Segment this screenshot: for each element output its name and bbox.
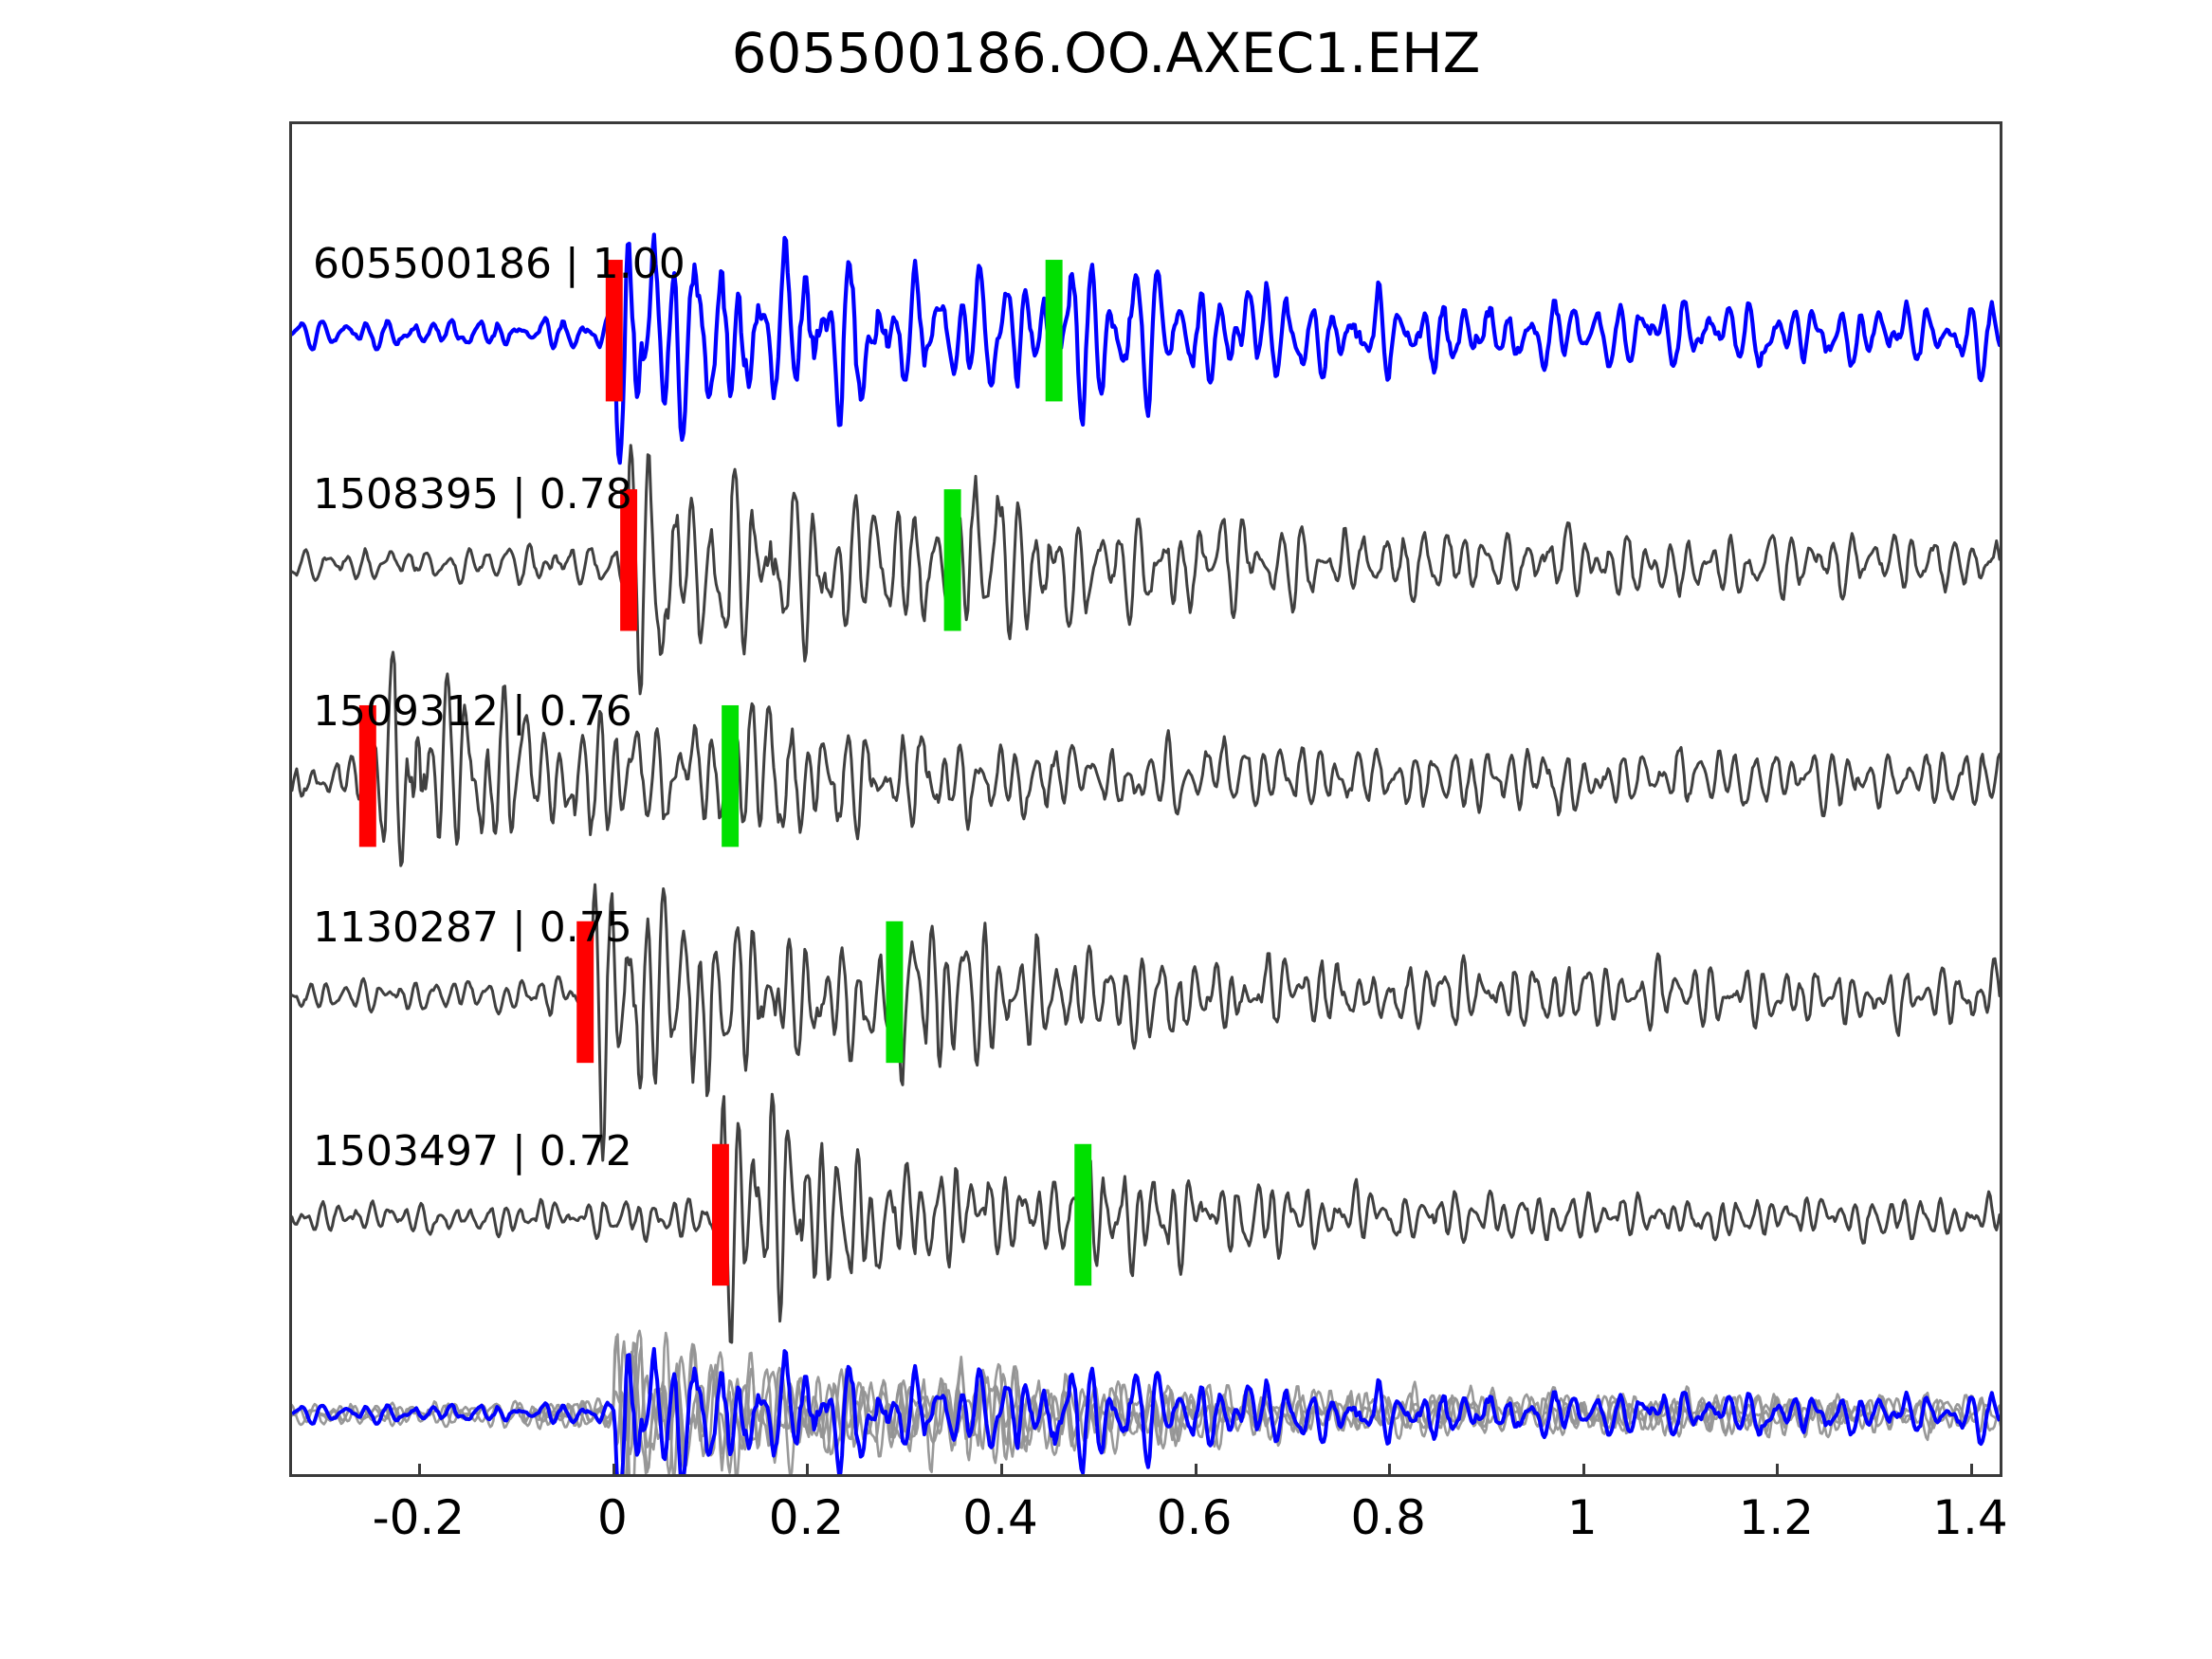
trace-label-1508395: 1508395 | 0.78 xyxy=(313,469,632,519)
x-tick-label: 0 xyxy=(597,1490,628,1545)
s-pick-marker xyxy=(886,921,904,1064)
plot-area: 605500186 | 1.00 1508395 | 0.78 1509312 | … xyxy=(289,121,2002,1477)
trace-line xyxy=(292,1092,2000,1344)
x-tick-label: 0.2 xyxy=(768,1490,845,1545)
s-pick-marker xyxy=(1074,1143,1092,1286)
trace-line xyxy=(292,650,2000,867)
page-title: 605500186.OO.AXEC1.EHZ xyxy=(731,21,1481,85)
trace-line xyxy=(292,444,2000,696)
x-axis-tick-labels: -0.2 0 0.2 0.4 0.6 0.8 1 1.2 1.4 xyxy=(289,1490,2008,1557)
s-pick-marker xyxy=(943,489,961,631)
waveform-trace-1130287 xyxy=(292,883,2000,1162)
x-tick-mark xyxy=(1969,1464,1973,1477)
p-pick-marker xyxy=(711,1143,729,1286)
x-axis-tick-marks xyxy=(289,1449,2002,1477)
x-tick-label: 1 xyxy=(1566,1490,1598,1545)
s-pick-marker xyxy=(722,704,740,848)
p-pick-marker xyxy=(576,921,594,1064)
x-tick-mark xyxy=(1581,1464,1585,1477)
x-tick-mark xyxy=(1388,1464,1392,1477)
trace-label-1130287: 1130287 | 0.75 xyxy=(313,903,632,953)
x-tick-label: 1.2 xyxy=(1738,1490,1815,1545)
x-tick-mark xyxy=(1000,1464,1004,1477)
stack-panel xyxy=(292,1329,2000,1474)
x-tick-mark xyxy=(1194,1464,1197,1477)
trace-label-1503497: 1503497 | 0.72 xyxy=(313,1127,632,1176)
trace-line xyxy=(292,883,2000,1162)
x-tick-label: 1.4 xyxy=(1932,1490,2008,1545)
x-tick-mark xyxy=(1776,1464,1780,1477)
x-tick-mark xyxy=(418,1464,422,1477)
x-tick-mark xyxy=(806,1464,810,1477)
x-tick-label: 0.8 xyxy=(1350,1490,1426,1545)
x-tick-label: -0.2 xyxy=(372,1490,466,1545)
x-tick-label: 0.6 xyxy=(1156,1490,1233,1545)
p-pick-marker xyxy=(620,489,638,631)
stack-template-trace xyxy=(292,1346,2000,1474)
p-pick-marker xyxy=(358,704,376,848)
p-pick-marker xyxy=(605,260,623,402)
waveform-trace-605500186 xyxy=(292,232,2000,465)
s-pick-marker xyxy=(1045,260,1063,402)
trace-line xyxy=(292,232,2000,465)
waveform-trace-1509312 xyxy=(292,650,2000,867)
trace-label-1509312: 1509312 | 0.76 xyxy=(313,686,632,736)
trace-label-605500186: 605500186 | 1.00 xyxy=(313,239,686,288)
waveform-trace-1508395 xyxy=(292,444,2000,696)
x-tick-mark xyxy=(612,1464,615,1477)
x-tick-label: 0.4 xyxy=(962,1490,1038,1545)
waveform-trace-1503497 xyxy=(292,1092,2000,1344)
waveform-canvas xyxy=(292,232,2000,1474)
